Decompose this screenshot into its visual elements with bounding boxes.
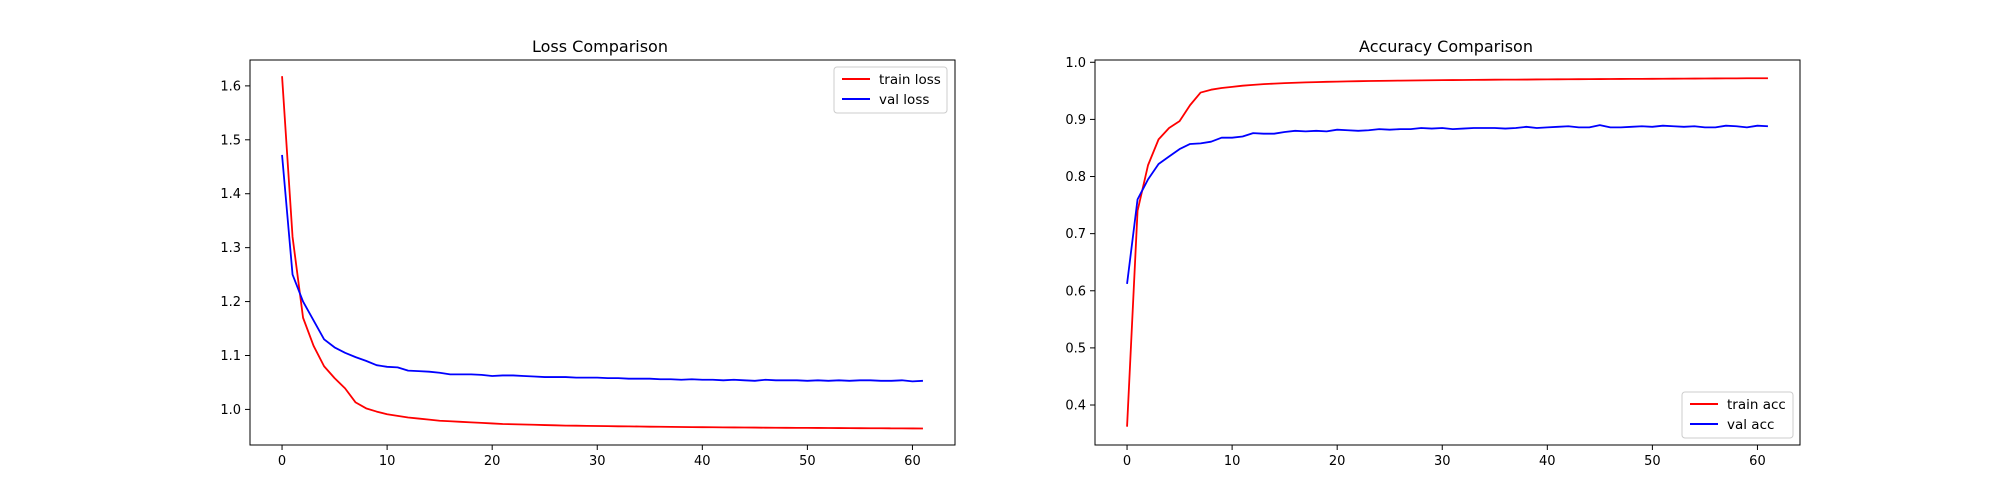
- chart-title: Accuracy Comparison: [1359, 37, 1533, 56]
- accuracy-chart: Accuracy Comparison 0 10 20 30 40 50 600.40.50…: [1065, 37, 1801, 469]
- y-tick-label: 1.0: [1065, 56, 1086, 71]
- y-tick-label: 0.5: [1065, 341, 1086, 356]
- y-tick-label: 1.1: [220, 349, 241, 364]
- y-tick-label: 1.0: [220, 403, 241, 418]
- y-tick-label: 0.9: [1065, 113, 1086, 128]
- series-lines: [1126, 77, 1768, 427]
- x-tick-label: 60: [904, 454, 921, 469]
- x-tick-label: 20: [484, 454, 501, 469]
- x-tick-label: 50: [1644, 454, 1661, 469]
- legend-label-train-loss: train loss: [879, 72, 941, 88]
- x-tick-label: 10: [379, 454, 396, 469]
- legend-label-train-acc: train acc: [1727, 397, 1786, 413]
- series-line-val-loss: [281, 154, 923, 383]
- x-tick-label: 10: [1224, 454, 1241, 469]
- plot-frame: [1094, 59, 1801, 446]
- chart-title: Loss Comparison: [532, 37, 668, 56]
- y-tick-label: 1.5: [220, 133, 241, 148]
- tick-group: 0 10 20 30 40 50 60 0.4 0.5 0.6 0.7 0.8 0.9 1.0: [1065, 56, 1765, 469]
- series-lines: [281, 76, 923, 430]
- x-tick-label: 0: [1123, 454, 1131, 469]
- y-tick-label: 1.3: [220, 241, 241, 256]
- plot-frame: [249, 59, 956, 446]
- legend-label-val-loss: val loss: [879, 92, 929, 108]
- y-tick-label: 1.2: [220, 295, 241, 310]
- x-tick-label: 30: [589, 454, 606, 469]
- series-line-train-loss: [281, 76, 923, 430]
- x-tick-label: 40: [694, 454, 711, 469]
- x-tick-label: 0: [278, 454, 286, 469]
- y-tick-label: 1.6: [220, 79, 241, 94]
- tick-group: 0 10 20 30 40 50 60 1.0 1.1 1.2 1.3 1.4 1.5 1.6: [220, 79, 920, 469]
- y-tick-label: 0.4: [1065, 399, 1086, 414]
- y-tick-label: 1.4: [220, 187, 241, 202]
- x-tick-label: 20: [1329, 454, 1346, 469]
- y-tick-label: 0.8: [1065, 170, 1086, 185]
- series-line-train-acc: [1126, 77, 1768, 427]
- y-tick-label: 0.7: [1065, 227, 1086, 242]
- loss-chart: Loss Comparison 0 10 20 30 40 50 60 1.0 1.1 1.2 1.…: [220, 37, 956, 469]
- x-tick-label: 30: [1434, 454, 1451, 469]
- legend-label-val-acc: val acc: [1727, 417, 1774, 433]
- series-line-val-acc: [1126, 124, 1768, 285]
- x-tick-label: 50: [799, 454, 816, 469]
- legend: train acc val acc: [1681, 391, 1794, 439]
- legend: train loss val loss: [833, 66, 948, 114]
- y-tick-label: 0.6: [1065, 284, 1086, 299]
- x-tick-label: 60: [1749, 454, 1766, 469]
- x-tick-label: 40: [1539, 454, 1556, 469]
